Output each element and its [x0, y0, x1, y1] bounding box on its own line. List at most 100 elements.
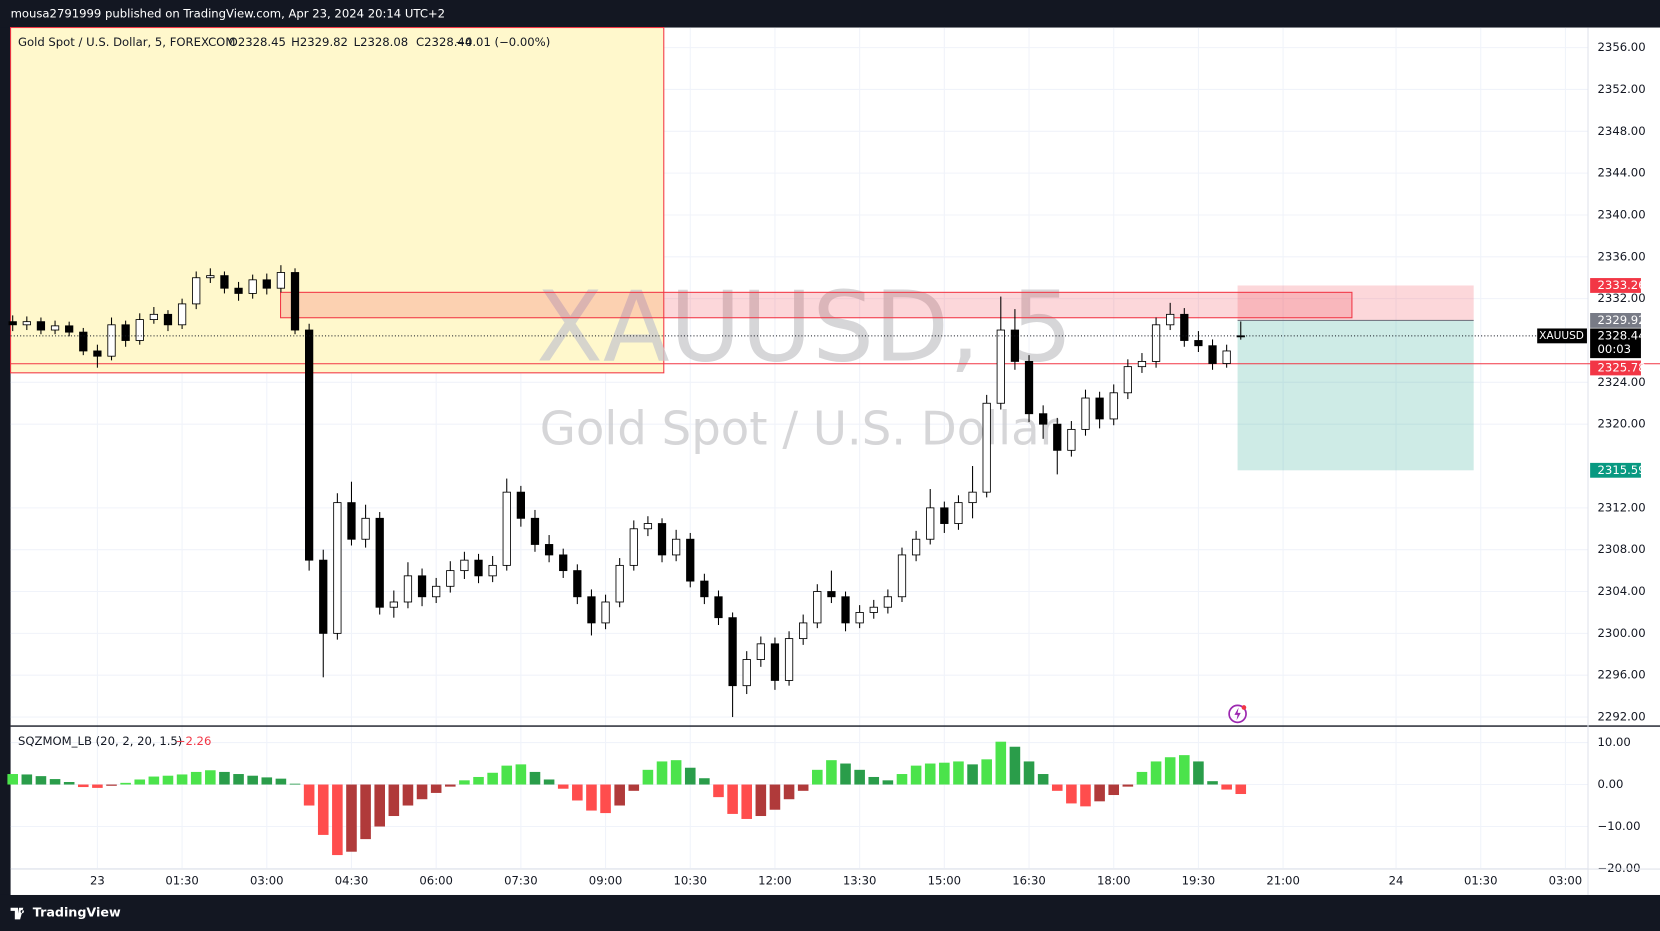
candle-body — [234, 287, 243, 294]
momentum-bar — [374, 784, 386, 827]
y-tick-label: 2296.00 — [1598, 668, 1646, 682]
candle-body — [756, 643, 765, 660]
y-tick-label: 2336.00 — [1598, 249, 1646, 263]
candle-body — [333, 502, 342, 634]
y-tick-label: 10.00 — [1598, 735, 1631, 749]
momentum-bar — [388, 784, 400, 817]
x-tick-label: 13:30 — [843, 874, 877, 888]
momentum-bar — [21, 774, 33, 785]
momentum-bar — [148, 776, 160, 785]
y-tick-label: 2344.00 — [1598, 166, 1646, 180]
momentum-bar — [205, 770, 216, 785]
published-note: mousa2791999 published on TradingView.co… — [11, 6, 445, 20]
level-price-label-bg — [1590, 360, 1641, 376]
momentum-bar — [487, 772, 498, 785]
y-tick-label: 2352.00 — [1598, 82, 1646, 96]
momentum-bar — [924, 763, 936, 785]
x-tick-label: 09:00 — [589, 874, 623, 888]
x-tick-label: 03:00 — [1549, 874, 1583, 888]
stop-price-label-bg — [1590, 278, 1641, 293]
momentum-bar — [1023, 761, 1035, 785]
momentum-bar — [289, 783, 301, 785]
momentum-bar — [1136, 771, 1148, 785]
entry-price-label: 2329.92 — [1598, 313, 1646, 327]
candle-body — [1081, 397, 1090, 430]
momentum-bar — [741, 784, 753, 819]
y-tick-label: 2320.00 — [1598, 417, 1646, 431]
current-price-label: 2328.44 — [1598, 328, 1646, 342]
candle-body — [1039, 413, 1048, 425]
momentum-bar — [190, 771, 202, 785]
candle-body — [587, 596, 596, 624]
candle-body — [883, 596, 893, 608]
candle-body — [375, 517, 384, 608]
candle-body — [855, 612, 864, 624]
momentum-bar — [219, 771, 230, 785]
candle-body — [827, 591, 836, 598]
candle-body — [121, 324, 130, 341]
candle-body — [643, 523, 653, 530]
x-tick-label: 10:30 — [674, 874, 708, 888]
momentum-bar — [134, 779, 146, 785]
candle-body — [220, 275, 229, 289]
alert-dot — [1241, 705, 1247, 710]
candle-body — [135, 319, 144, 341]
momentum-bar — [769, 784, 781, 810]
candle-body — [389, 601, 398, 608]
momentum-bar — [106, 784, 117, 786]
brand: TradingView — [33, 904, 121, 919]
candle-body — [996, 329, 1005, 404]
momentum-bar — [967, 764, 978, 785]
legend-title: Gold Spot / U.S. Dollar, 5, FOREXCOM — [18, 35, 235, 49]
momentum-bar — [63, 782, 75, 785]
momentum-bar — [332, 784, 343, 856]
legend-value: H2329.82 — [291, 35, 348, 49]
candle-body — [290, 272, 300, 331]
momentum-bar — [444, 784, 456, 787]
momentum-bar — [92, 784, 103, 788]
momentum-bar — [459, 780, 470, 785]
momentum-bar — [275, 778, 287, 785]
momentum-bar — [642, 769, 654, 785]
candle-body — [163, 313, 173, 326]
momentum-bar — [755, 784, 767, 817]
candle-body — [8, 321, 17, 326]
current-price-bg — [1590, 328, 1641, 359]
momentum-bar — [557, 784, 569, 789]
entry-price-label-bg — [1590, 312, 1641, 328]
momentum-bar — [1080, 784, 1091, 807]
momentum-bar — [529, 771, 541, 785]
momentum-bar — [162, 775, 174, 785]
candle-body — [347, 502, 356, 540]
momentum-bar — [515, 764, 527, 785]
candle-body — [79, 331, 88, 352]
momentum-bar — [812, 769, 823, 785]
momentum-bar — [826, 760, 837, 785]
momentum-bar — [1193, 761, 1204, 785]
momentum-bar — [713, 784, 724, 798]
momentum-bar — [35, 776, 47, 785]
y-tick-label: 2348.00 — [1598, 124, 1646, 138]
candle-body — [319, 559, 328, 634]
header-bar — [0, 0, 1660, 28]
y-tick-label: −20.00 — [1598, 861, 1641, 875]
candle-body — [65, 325, 74, 333]
x-tick-label: 01:30 — [1464, 874, 1498, 888]
candle-body — [1010, 329, 1020, 362]
candle-body — [1137, 360, 1147, 368]
momentum-bar — [854, 769, 865, 785]
brand-logo — [10, 907, 24, 920]
momentum-bar — [1108, 784, 1120, 796]
indicator-value: −2.26 — [176, 734, 212, 748]
x-tick-label: 15:00 — [928, 874, 962, 888]
y-tick-label: 2308.00 — [1598, 542, 1646, 556]
momentum-bar — [840, 763, 851, 785]
momentum-bar — [1164, 757, 1176, 785]
momentum-bar — [7, 774, 18, 785]
watermark: XAUUSD, 5 — [536, 270, 1073, 383]
candle-body — [601, 601, 610, 624]
momentum-bar — [49, 779, 61, 785]
candle-body — [940, 507, 949, 524]
momentum-bar — [402, 784, 414, 806]
